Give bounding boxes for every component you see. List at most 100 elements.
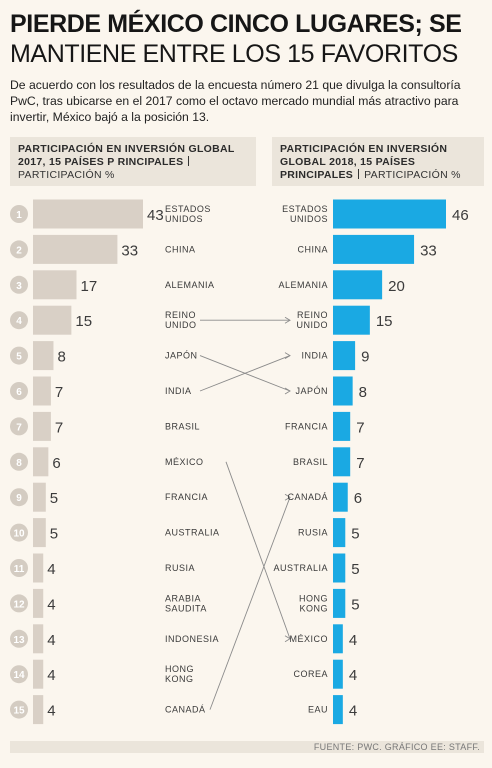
intro-paragraph: De acuerdo con los resultados de la encu… [10, 78, 461, 124]
rank-number: 9 [16, 493, 22, 504]
bar-2018 [333, 588, 346, 618]
country-label-2017: RUSIA [165, 563, 195, 573]
value-2017: 7 [55, 384, 63, 401]
rank-circle [10, 559, 28, 577]
country-label-2017: BRASIL [165, 421, 200, 431]
bar-2017 [33, 411, 51, 441]
value-2018: 20 [388, 278, 405, 295]
country-label-2017: CANADÁ [165, 705, 206, 715]
rank-number: 8 [16, 458, 22, 469]
country-label-2018: HONG KONG [299, 593, 328, 613]
bar-2018 [333, 518, 346, 548]
bar-2018 [333, 482, 348, 512]
country-label-2017: HONG KONG [165, 664, 194, 684]
rank-circle [10, 311, 28, 330]
value-2018: 5 [351, 526, 359, 543]
connector-arrow [284, 493, 291, 501]
connector-arrow [284, 387, 291, 395]
bar-2018 [333, 199, 446, 229]
country-label-2017: REINO UNIDO [165, 310, 197, 330]
bar-2018 [333, 411, 351, 441]
bar-2017 [33, 234, 118, 264]
rank-circle [10, 346, 28, 365]
rank-circle [10, 594, 28, 613]
value-2017: 43 [147, 207, 164, 224]
rank-circle [10, 452, 28, 471]
footer-bar [10, 741, 484, 753]
rank-circle [10, 700, 28, 719]
value-2018: 4 [349, 703, 357, 720]
bar-2017 [33, 695, 44, 725]
bar-2018 [333, 234, 415, 264]
value-2018: 5 [351, 596, 359, 613]
country-label-2018: EAU [308, 705, 328, 715]
country-label-2018: RUSIA [298, 528, 328, 538]
value-2017: 4 [47, 667, 55, 684]
bar-2017 [33, 588, 44, 618]
connector-arrow [284, 352, 291, 359]
value-2017: 4 [47, 596, 55, 613]
country-label-2017: INDIA [165, 386, 192, 396]
connector-arrow [284, 316, 291, 324]
rank-number: 6 [16, 387, 22, 398]
bar-2017 [33, 659, 44, 689]
value-2017: 4 [47, 703, 55, 720]
rank-number: 5 [16, 352, 22, 363]
value-2018: 5 [351, 561, 359, 578]
country-label-2017: MÉXICO [165, 457, 204, 467]
panel-title-2017: PARTICIPACIÓN EN INVERSIÓN GLOBAL 2017, … [18, 143, 235, 168]
bar-2017 [33, 270, 77, 300]
country-label-2018: CANADÁ [287, 492, 328, 502]
source-note: FUENTE: PWC. GRÁFICO EE: STAFF. [313, 742, 480, 752]
rank-number: 2 [16, 245, 22, 256]
value-2018: 15 [376, 313, 393, 330]
panel-divider [358, 169, 360, 179]
bar-2017 [33, 305, 72, 335]
country-label-2018: COREA [293, 669, 328, 679]
country-label-2018: BRASIL [293, 457, 328, 467]
rank-circle [10, 240, 28, 259]
bar-2017 [33, 447, 49, 477]
country-label-2017: JAPÓN [165, 351, 198, 361]
rank-number: 10 [13, 529, 25, 540]
country-label-2018: AUSTRALIA [273, 563, 328, 573]
value-2018: 7 [356, 419, 364, 436]
bar-2018 [333, 553, 346, 583]
country-label-2018: INDIA [301, 351, 328, 361]
connector-arrow [284, 635, 291, 643]
bar-2017 [33, 199, 143, 229]
connector-line [225, 461, 291, 639]
rank-number: 4 [16, 316, 22, 327]
value-2017: 33 [121, 242, 138, 259]
country-label-2018: FRANCIA [285, 421, 328, 431]
country-label-2018: CHINA [297, 244, 328, 254]
rank-number: 13 [13, 635, 25, 646]
rank-circle [10, 488, 28, 507]
bar-2017 [33, 482, 46, 512]
value-2017: 6 [52, 455, 60, 472]
value-2017: 5 [50, 526, 58, 543]
country-label-2017: ARABIA SAUDITA [165, 593, 207, 613]
country-label-2017: ALEMANIA [165, 280, 215, 290]
value-2018: 4 [349, 632, 357, 649]
value-2018: 46 [452, 207, 469, 224]
rank-number: 1 [16, 210, 22, 221]
bar-2017 [33, 553, 44, 583]
value-2017: 17 [80, 278, 97, 295]
rank-circle [10, 523, 28, 542]
rank-number: 7 [16, 422, 22, 433]
bar-2018 [333, 376, 353, 406]
rank-circle [10, 382, 28, 400]
country-label-2018: ESTADOS UNIDOS [282, 204, 328, 224]
bar-2017 [33, 624, 44, 654]
page-title: PIERDE MÉXICO CINCO LUGARES; SE [10, 10, 462, 38]
value-2018: 8 [359, 384, 367, 401]
bar-2017 [33, 341, 54, 371]
panel-divider [188, 156, 190, 166]
country-label-2018: MÉXICO [289, 634, 328, 644]
rank-circle [10, 629, 28, 648]
bar-2018 [333, 659, 343, 689]
rank-number: 14 [13, 670, 25, 681]
country-label-2018: ALEMANIA [278, 280, 328, 290]
